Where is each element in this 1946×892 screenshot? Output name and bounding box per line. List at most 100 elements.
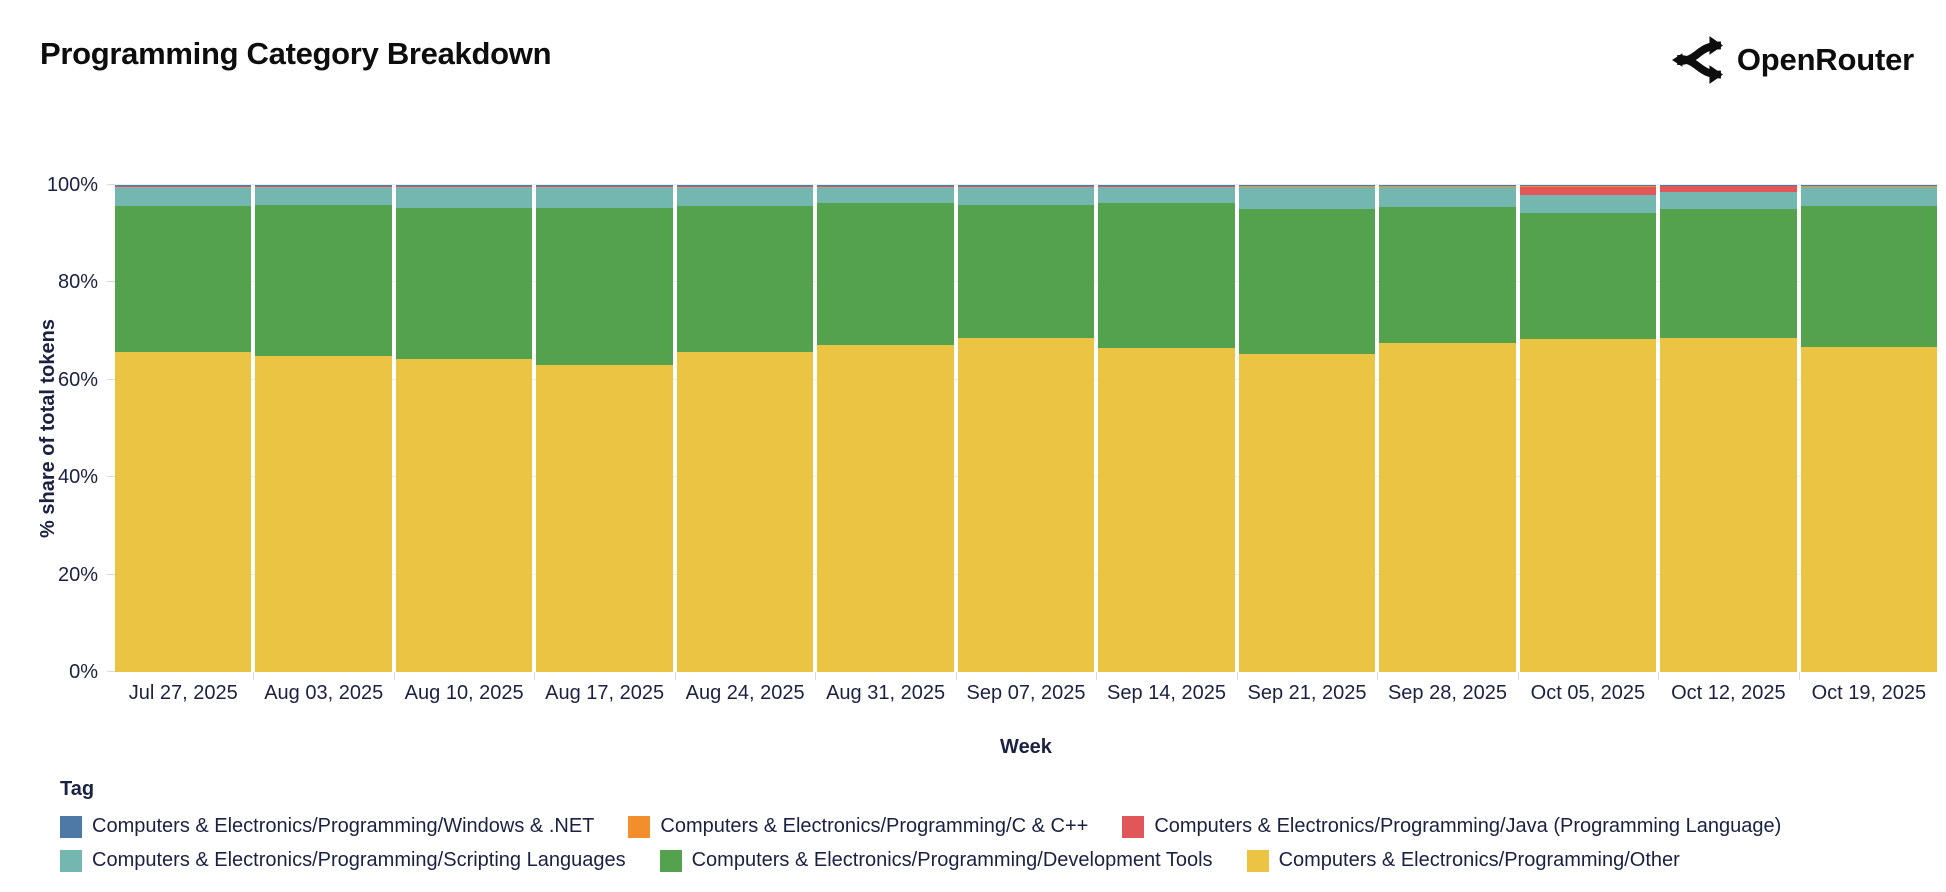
bar-segment[interactable] [115, 351, 252, 672]
bar-segment[interactable] [1098, 185, 1235, 187]
x-tick-mark [1236, 672, 1238, 680]
y-tick-mark-60 [107, 378, 115, 380]
bar-segment[interactable] [115, 185, 252, 187]
bar-segment[interactable] [1379, 207, 1516, 343]
bar-sep-28-2025[interactable] [1379, 185, 1516, 672]
bar-segment[interactable] [1519, 187, 1657, 195]
bar-aug-10-2025[interactable] [395, 185, 533, 672]
bar-jul-27-2025[interactable] [115, 185, 252, 672]
x-tick-mark [674, 672, 676, 680]
bar-segment[interactable] [115, 206, 252, 352]
y-axis-title-text: % share of total tokens [36, 319, 59, 538]
bar-segment[interactable] [1800, 185, 1938, 187]
bar-sep-14-2025[interactable] [1098, 185, 1235, 672]
brand-logo: OpenRouter [1671, 34, 1914, 86]
x-tick-mark [393, 672, 395, 680]
bar-segment[interactable] [1379, 187, 1516, 208]
bar-segment[interactable] [676, 352, 814, 672]
bar-segment[interactable] [1660, 186, 1797, 192]
bar-segment[interactable] [1660, 185, 1797, 187]
bar-segment[interactable] [1238, 185, 1376, 187]
bar-aug-03-2025[interactable] [255, 185, 392, 672]
bar-segment[interactable] [957, 185, 1095, 187]
bar-segment[interactable] [1098, 203, 1235, 349]
legend-swatch-icon [1122, 815, 1145, 838]
bar-oct-12-2025[interactable] [1660, 185, 1797, 672]
x-tick-mark [1798, 672, 1800, 680]
bar-segment[interactable] [536, 186, 673, 209]
bar-segment[interactable] [1379, 185, 1516, 187]
bar-aug-31-2025[interactable] [817, 185, 954, 672]
bar-segment[interactable] [255, 186, 392, 206]
legend-item[interactable]: Computers & Electronics/Programming/C & … [628, 815, 1088, 838]
bar-segment[interactable] [536, 185, 673, 187]
bar-segment[interactable] [1660, 337, 1797, 672]
bar-segment[interactable] [817, 185, 954, 187]
bar-segment[interactable] [536, 208, 673, 366]
bar-segment[interactable] [1800, 347, 1938, 672]
bar-segment[interactable] [817, 186, 954, 203]
bar-segment[interactable] [1660, 191, 1797, 210]
legend-item[interactable]: Computers & Electronics/Programming/Scri… [60, 849, 626, 872]
legend-item[interactable]: Computers & Electronics/Programming/Java… [1122, 815, 1781, 838]
x-tick-mark [1377, 672, 1379, 680]
bar-oct-05-2025[interactable] [1519, 185, 1657, 672]
bar-segment[interactable] [957, 186, 1095, 205]
bar-segment[interactable] [817, 202, 954, 345]
bar-segment[interactable] [1238, 209, 1376, 354]
legend-item[interactable]: Computers & Electronics/Programming/Wind… [60, 815, 594, 838]
bar-segment[interactable] [1519, 185, 1657, 188]
bar-segment[interactable] [1660, 209, 1797, 338]
bar-segment[interactable] [536, 365, 673, 672]
openrouter-icon [1671, 34, 1723, 86]
bar-segment[interactable] [395, 207, 533, 359]
legend-item[interactable]: Computers & Electronics/Programming/Deve… [659, 849, 1213, 872]
x-tick-mark [1096, 672, 1098, 680]
x-axis-label: Aug 03, 2025 [264, 682, 384, 704]
x-tick-mark [253, 672, 255, 680]
bar-segment[interactable] [115, 186, 252, 207]
x-axis-label: Aug 17, 2025 [545, 682, 665, 704]
bar-aug-24-2025[interactable] [676, 185, 814, 672]
bar-oct-19-2025[interactable] [1800, 185, 1938, 672]
bar-segment[interactable] [255, 185, 392, 187]
bar-segment[interactable] [1238, 354, 1376, 672]
bar-segment[interactable] [1098, 348, 1235, 672]
bar-segment[interactable] [255, 356, 392, 672]
x-axis-label: Jul 27, 2025 [128, 682, 238, 704]
x-tick-mark [815, 672, 817, 680]
bar-segment[interactable] [395, 186, 533, 208]
bar-segment[interactable] [957, 204, 1095, 339]
bar-segment[interactable] [957, 338, 1095, 672]
bar-segment[interactable] [1519, 212, 1657, 340]
bar-segment[interactable] [1519, 194, 1657, 213]
bar-segment[interactable] [1238, 187, 1376, 210]
bar-aug-17-2025[interactable] [536, 185, 673, 672]
legend-item-label: Computers & Electronics/Programming/Wind… [92, 815, 595, 837]
legend-item-label: Computers & Electronics/Programming/Othe… [1278, 849, 1680, 871]
bar-sep-07-2025[interactable] [957, 185, 1095, 672]
bar-segment[interactable] [255, 205, 392, 357]
legend-item-label: Computers & Electronics/Programming/C & … [660, 815, 1089, 837]
bar-segment[interactable] [817, 344, 954, 672]
bar-segment[interactable] [1800, 187, 1938, 207]
bar-sep-21-2025[interactable] [1238, 185, 1376, 672]
bar-segment[interactable] [676, 186, 814, 207]
bar-segment[interactable] [676, 185, 814, 187]
x-axis-label: Aug 10, 2025 [404, 682, 524, 704]
legend-swatch-icon [628, 815, 651, 838]
x-axis-label: Oct 05, 2025 [1530, 682, 1646, 704]
bar-segment[interactable] [1379, 342, 1516, 672]
y-tick-label-60: 60% [57, 368, 98, 391]
chart-legend: Tag Computers & Electronics/Programming/… [60, 778, 1906, 872]
legend-item[interactable]: Computers & Electronics/Programming/Othe… [1246, 849, 1680, 872]
bar-segment[interactable] [1519, 339, 1657, 672]
bar-segment[interactable] [395, 185, 533, 187]
bar-segment[interactable] [395, 358, 533, 672]
x-axis-label: Oct 19, 2025 [1811, 682, 1927, 704]
gridline-100 [115, 184, 1937, 185]
bar-segment[interactable] [1098, 186, 1235, 204]
bar-segment[interactable] [1800, 206, 1938, 348]
bar-segment[interactable] [676, 206, 814, 353]
